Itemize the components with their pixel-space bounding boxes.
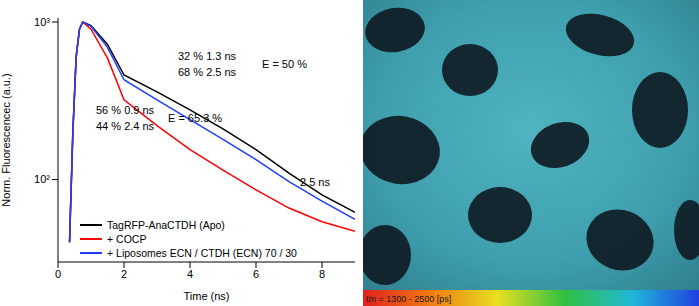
html-text:56 % 0.9 ns: 56 % 0.9 ns <box>96 104 155 116</box>
svg-text:0: 0 <box>55 268 61 280</box>
html-text:+ COCP: + COCP <box>107 233 147 245</box>
html-text:E = 65.3 %: E = 65.3 % <box>168 112 223 124</box>
html-text:E = 50 %: E = 50 % <box>262 58 307 70</box>
html-text:2.5 ns: 2.5 ns <box>300 176 330 188</box>
svg-text:Time (ns): Time (ns) <box>183 290 229 302</box>
html-text:44 % 2.4 ns: 44 % 2.4 ns <box>96 120 155 132</box>
html-text:TagRFP-AnaCTDH (Apo): TagRFP-AnaCTDH (Apo) <box>107 219 225 231</box>
svg-text:10³: 10³ <box>34 16 50 28</box>
html-text:+ Liposomes ECN / CTDH (ECN) 7: + Liposomes ECN / CTDH (ECN) 70 / 30 <box>107 247 297 259</box>
svg-text:2: 2 <box>121 268 127 280</box>
svg-text:8: 8 <box>319 268 325 280</box>
svg-text:4: 4 <box>187 268 193 280</box>
html-text:32 % 1.3 ns: 32 % 1.3 ns <box>178 50 237 62</box>
svg-text:Norm. Fluorescencec (a.u.): Norm. Fluorescencec (a.u.) <box>0 73 12 206</box>
svg-text:6: 6 <box>253 268 259 280</box>
html-text:68 % 2.5 ns: 68 % 2.5 ns <box>178 66 237 78</box>
svg-text:tm = 1300 - 2500 [ps]: tm = 1300 - 2500 [ps] <box>366 294 451 304</box>
svg-text:10²: 10² <box>34 173 50 185</box>
